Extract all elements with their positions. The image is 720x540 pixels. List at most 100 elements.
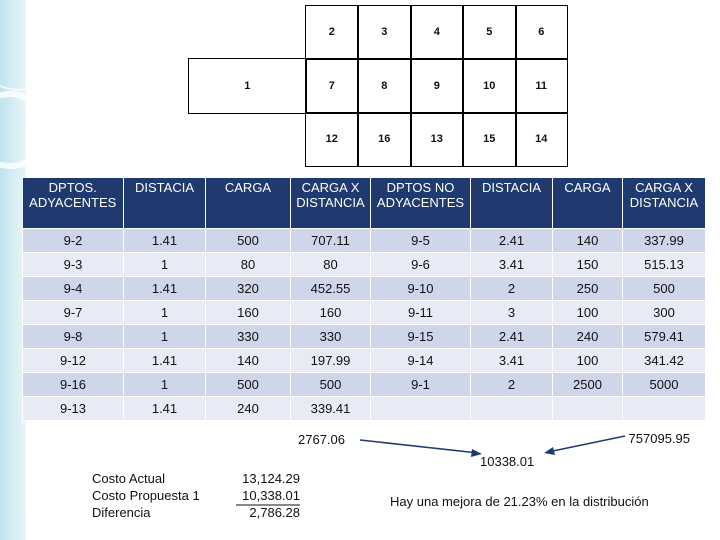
table-cell: 515.13 [622,251,706,277]
table-cell: 9-3 [22,251,124,277]
table-cell: 500 [205,227,291,253]
table-cell: 452.55 [290,275,371,301]
summary-label: Costo Actual [92,471,165,486]
table-cell: 80 [290,251,371,277]
table-cell: 140 [205,347,291,373]
diagram-cell: 2 [305,5,359,60]
table-cell: 9-8 [22,323,124,349]
summary-value: 2,786.28 [249,505,300,520]
table-cell: 2.41 [470,323,553,349]
table-cell: 9-6 [370,251,471,277]
empty-cell [552,395,623,421]
table-row: 9-7 1 160 160 9-11 3 100 300 [22,299,706,325]
diagram-cell: 1 [188,58,307,114]
table-cell: 9-16 [22,371,124,397]
total-left: 2767.06 [298,432,345,447]
header-cell: CARGA X DISTANCIA [622,178,706,228]
table-row: 9-16 1 500 500 9-1 2 2500 5000 [22,371,706,397]
diagram-cell: 9 [410,58,464,114]
diagram-cell: 16 [357,112,412,167]
diagram-cell: 8 [357,58,412,114]
header-cell: DISTACIA [470,178,553,228]
diagram-cell: 11 [515,58,568,114]
header-cell: CARGA X DISTANCIA [290,178,371,228]
header-cell: DISTACIA [123,178,206,228]
table-cell: 9-13 [22,395,124,421]
table-cell: 9-2 [22,227,124,253]
diagram-cell: 7 [305,58,359,114]
table-cell: 160 [205,299,291,325]
table-cell: 1.41 [123,347,206,373]
table-cell: 80 [205,251,291,277]
table-cell: 2500 [552,371,623,397]
diagram-cell: 5 [462,5,517,60]
empty-cell [622,395,706,421]
summary-note: Hay una mejora de 21.23% en la distribuc… [390,494,649,509]
summary-value: 13,124.29 [242,471,300,486]
table-cell: 9-1 [370,371,471,397]
table-cell: 9-12 [22,347,124,373]
header-cell: CARGA [205,178,291,228]
table-row: 9-3 1 80 80 9-6 3.41 150 515.13 [22,251,706,277]
table-cell: 707.11 [290,227,371,253]
table-cell: 337.99 [622,227,706,253]
table-cell: 1.41 [123,275,206,301]
table-cell: 3.41 [470,251,553,277]
diagram-cell: 10 [462,58,517,114]
diagram-cell: 14 [515,112,568,167]
table-cell: 1.41 [123,227,206,253]
header-cell: DPTOS. ADYACENTES [22,178,124,228]
summary-value: 10,338.01 [242,488,300,503]
table-row: 9-4 1.41 320 452.55 9-10 2 250 500 [22,275,706,301]
table-cell: 2 [470,371,553,397]
summary-label: Diferencia [92,505,151,520]
table-cell: 339.41 [290,395,371,421]
table-row: 9-12 1.41 140 197.99 9-14 3.41 100 341.42 [22,347,706,373]
table-cell: 240 [205,395,291,421]
header-cell: CARGA [552,178,623,228]
diagram-cell: 13 [410,112,464,167]
table-cell: 250 [552,275,623,301]
table-cell: 9-14 [370,347,471,373]
total-right: 757095.95 [628,431,690,446]
table-cell: 100 [552,299,623,325]
table-cell: 3 [470,299,553,325]
table-cell: 2.41 [470,227,553,253]
table-cell: 9-4 [22,275,124,301]
table-cell: 160 [290,299,371,325]
table-cell: 9-10 [370,275,471,301]
table-cell: 2 [470,275,553,301]
table-row: 9-2 1.41 500 707.11 9-5 2.41 140 337.99 [22,227,706,253]
summary-label: Costo Propuesta 1 [92,488,200,503]
diagram-cell: 6 [515,5,568,60]
table-cell: 240 [552,323,623,349]
table-cell: 300 [622,299,706,325]
table-row: 9-8 1 330 330 9-15 2.41 240 579.41 [22,323,706,349]
table-cell: 1 [123,323,206,349]
table-cell: 197.99 [290,347,371,373]
distance-table: DPTOS. ADYACENTES DISTACIA CARGA CARGA X DI… [22,178,706,421]
table-cell: 5000 [622,371,706,397]
table-cell: 330 [205,323,291,349]
table-cell: 1 [123,299,206,325]
total-middle: 10338.01 [480,454,535,469]
table-cell: 9-7 [22,299,124,325]
diagram-cell: 15 [462,112,517,167]
table-cell: 9-15 [370,323,471,349]
table-cell: 500 [205,371,291,397]
diagram-cell: 12 [305,112,359,167]
table-cell: 150 [552,251,623,277]
table-cell: 500 [622,275,706,301]
table-cell: 500 [290,371,371,397]
table-cell: 1 [123,251,206,277]
empty-cell [370,395,471,421]
diagram-cell: 4 [410,5,464,60]
table-cell: 9-5 [370,227,471,253]
table-cell: 3.41 [470,347,553,373]
table-cell: 579.41 [622,323,706,349]
diagram-cell: 3 [357,5,412,60]
table-row: 9-13 1.41 240 339.41 [22,395,706,421]
table-cell: 320 [205,275,291,301]
